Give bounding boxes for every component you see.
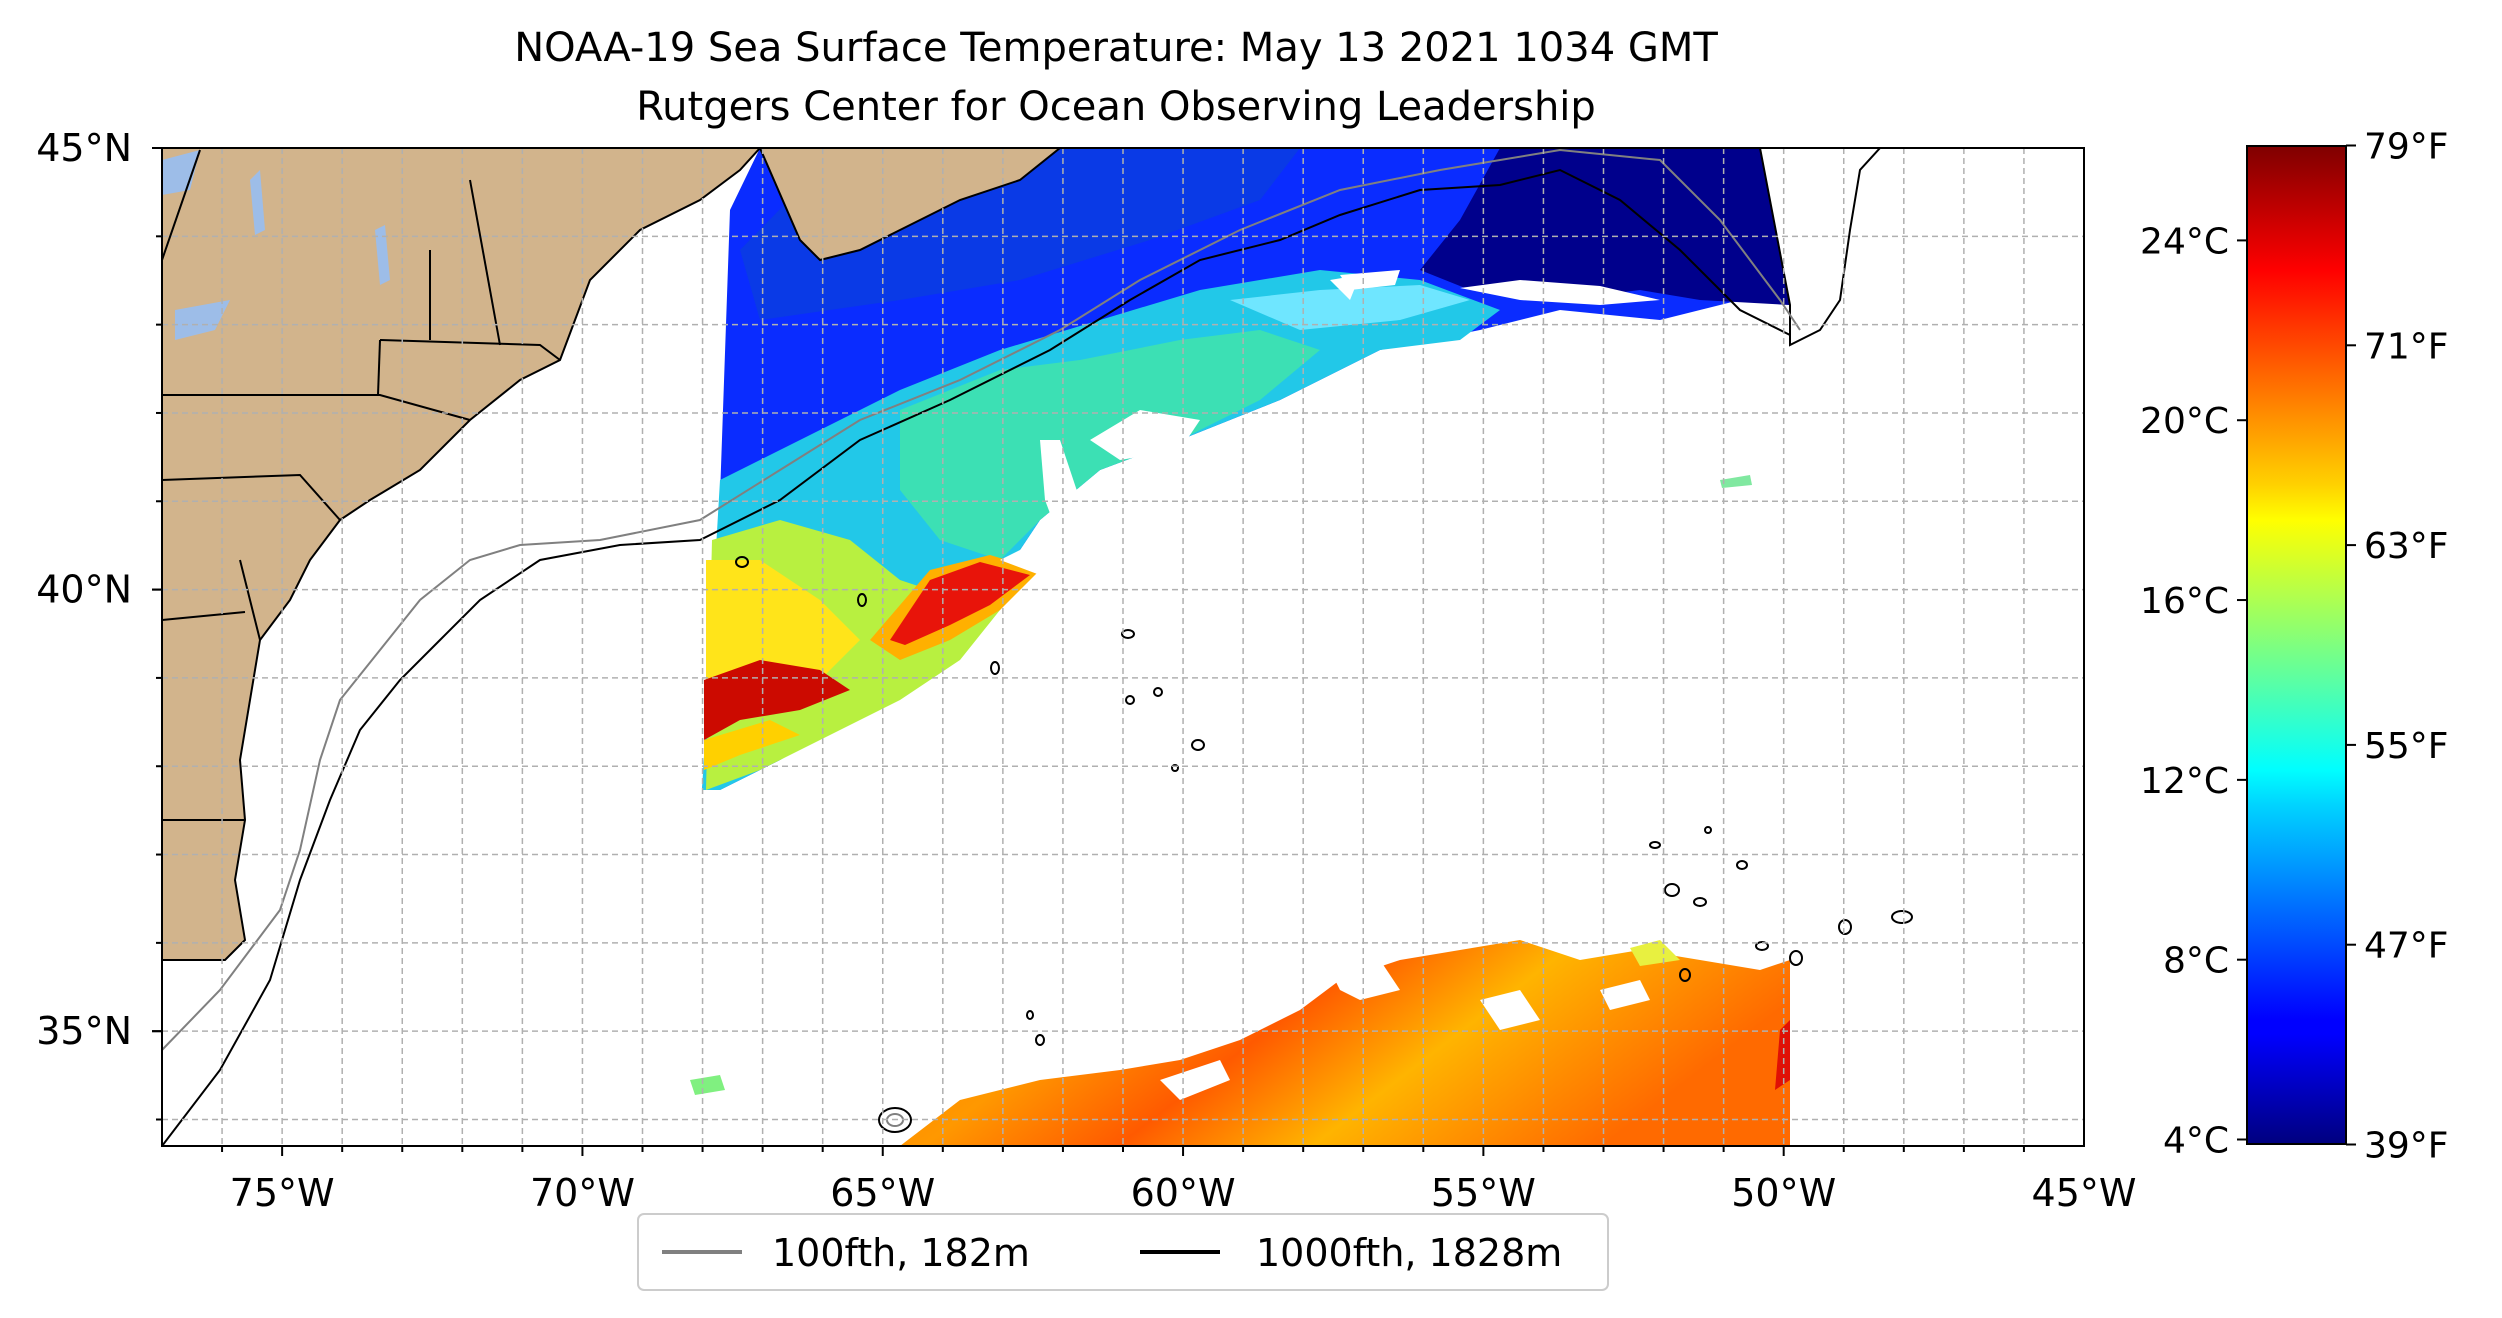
x-tick-label: 70°W xyxy=(530,1171,635,1215)
land xyxy=(162,148,1882,961)
sst-swath-south xyxy=(690,475,1790,1146)
x-tick-label: 65°W xyxy=(830,1171,935,1215)
fahrenheit-tick-label: 71°F xyxy=(2364,326,2449,367)
colorbar-ticks: 4°C 8°C 12°C 16°C 20°C 24°C 39°F 47°F 55°F 63°F 71… xyxy=(2140,127,2448,1167)
colorbar: 4°C 8°C 12°C 16°C 20°C 24°C 39°F 47°F 55°F 63°F 71… xyxy=(2140,127,2448,1167)
celsius-tick-label: 8°C xyxy=(2163,941,2229,982)
legend-label-100fth: 100fth, 182m xyxy=(772,1231,1030,1275)
seamount-contours xyxy=(735,556,1913,1133)
isobath-legend: 100fth, 182m 1000fth, 1828m xyxy=(637,1213,1609,1291)
isobath-1000fth xyxy=(162,168,1791,1146)
legend-label-1000fth: 1000fth, 1828m xyxy=(1256,1231,1562,1275)
y-tick-label: 40°N xyxy=(36,568,132,612)
celsius-tick-label: 24°C xyxy=(2140,221,2229,262)
celsius-tick-label: 12°C xyxy=(2140,761,2229,802)
fahrenheit-tick-label: 55°F xyxy=(2364,726,2449,767)
y-tick-label: 35°N xyxy=(36,1009,132,1053)
legend-box xyxy=(637,1213,1609,1291)
x-tick-label: 75°W xyxy=(230,1171,335,1215)
y-tick-label: 45°N xyxy=(36,126,132,170)
x-tick-label: 60°W xyxy=(1131,1171,1236,1215)
map-panel xyxy=(162,148,2084,1146)
x-tick-label: 45°W xyxy=(2032,1171,2137,1215)
state-borders xyxy=(162,149,561,821)
sst-swath-north xyxy=(702,148,1790,790)
map-ticks: 75°W 70°W 65°W 60°W 55°W 50°W 45°W 45°N 40°N 35°N xyxy=(36,126,2136,1215)
gridlines xyxy=(162,148,2084,1146)
celsius-tick-label: 4°C xyxy=(2163,1121,2229,1162)
x-tick-label: 50°W xyxy=(1731,1171,1836,1215)
fahrenheit-tick-label: 47°F xyxy=(2364,926,2449,967)
map-subtitle: Rutgers Center for Ocean Observing Leade… xyxy=(636,84,1596,130)
x-tick-label: 55°W xyxy=(1431,1171,1536,1215)
fahrenheit-tick-label: 79°F xyxy=(2364,127,2449,168)
celsius-tick-label: 16°C xyxy=(2140,581,2229,622)
fahrenheit-tick-label: 63°F xyxy=(2364,526,2449,567)
isobath-100fth xyxy=(162,148,1801,1051)
colorbar-gradient xyxy=(2246,145,2347,1145)
fahrenheit-tick-label: 39°F xyxy=(2364,1125,2449,1166)
map-title: NOAA-19 Sea Surface Temperature: May 13 … xyxy=(514,25,1718,71)
lakes xyxy=(162,150,390,340)
celsius-tick-label: 20°C xyxy=(2140,401,2229,442)
